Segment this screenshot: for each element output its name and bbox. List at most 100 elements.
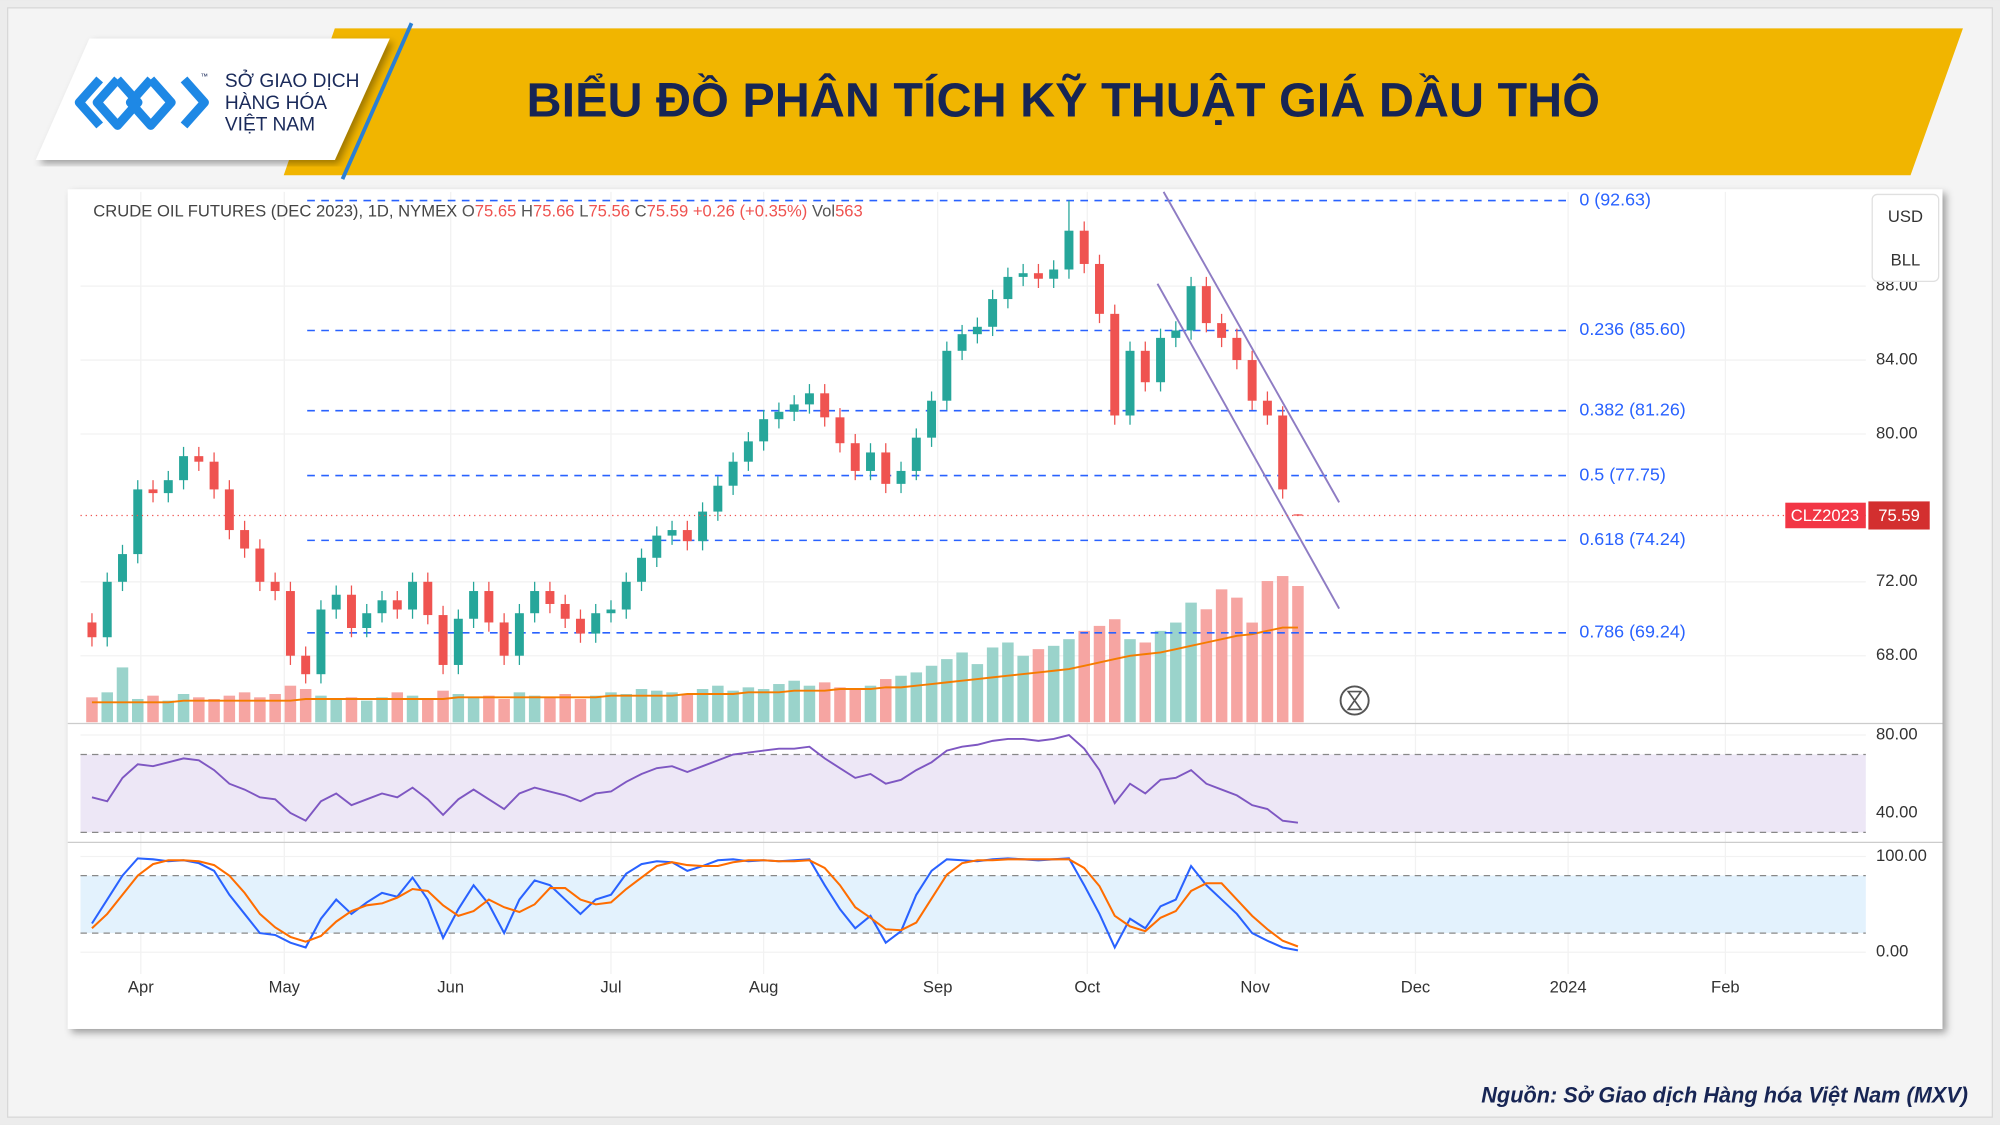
candle-body bbox=[896, 470, 906, 484]
candle-body bbox=[850, 443, 860, 471]
last-label-box bbox=[1785, 502, 1866, 529]
legend: CRUDE OIL FUTURES (DEC 2023), 1D, NYMEX … bbox=[93, 202, 863, 221]
candle-body bbox=[637, 557, 646, 582]
candle-body bbox=[606, 609, 616, 614]
candle-body bbox=[1247, 360, 1257, 401]
candle-body bbox=[499, 622, 509, 656]
volume-bar bbox=[299, 689, 312, 723]
volume-bar bbox=[681, 694, 694, 723]
volume-bar bbox=[727, 690, 739, 723]
candle-body bbox=[820, 393, 830, 418]
candle-body bbox=[682, 530, 692, 542]
title: BIỂU ĐỒ PHÂN TÍCH KỸ THUẬT GIÁ DẦU THÔ bbox=[527, 73, 1600, 128]
volume-bar bbox=[269, 694, 281, 723]
volume-bar bbox=[1002, 642, 1014, 723]
volume-bar bbox=[544, 697, 556, 723]
candle-body bbox=[1018, 273, 1028, 277]
volume-bar bbox=[1231, 597, 1243, 723]
candle-body bbox=[804, 393, 814, 405]
x-tick-label: Sep bbox=[923, 977, 953, 996]
volume-bar bbox=[1017, 655, 1029, 723]
candle-body bbox=[1125, 350, 1135, 416]
volume-bar bbox=[284, 685, 297, 723]
candle-body bbox=[866, 452, 875, 471]
candle-body bbox=[530, 591, 540, 614]
unit: BLL bbox=[1891, 250, 1921, 269]
volume-bar bbox=[422, 698, 434, 723]
candle-body bbox=[1003, 276, 1013, 300]
volume-bar bbox=[712, 685, 724, 723]
candle-body bbox=[179, 456, 189, 481]
y-tick-label: 40.00 bbox=[1876, 802, 1918, 821]
candle-body bbox=[392, 600, 402, 610]
candle-body bbox=[1186, 286, 1196, 331]
volume-bar bbox=[651, 690, 663, 723]
change: +0.26 (+0.35%) bbox=[693, 202, 808, 221]
vol-value: 563 bbox=[835, 202, 863, 221]
y-tick-label: 0.00 bbox=[1876, 942, 1908, 961]
source: Nguồn: Sở Giao dịch Hàng hóa Việt Nam (M… bbox=[1481, 1082, 1968, 1107]
volume-bar bbox=[376, 697, 388, 723]
volume-bar bbox=[360, 700, 373, 723]
channel-line bbox=[1156, 283, 1340, 610]
candle-body bbox=[1156, 337, 1166, 383]
y-tick-label: 68.00 bbox=[1876, 645, 1918, 664]
volume-bar bbox=[941, 659, 953, 723]
candle-body bbox=[408, 581, 418, 610]
volume-bar bbox=[986, 647, 999, 723]
volume-bar bbox=[177, 694, 190, 723]
y-tick-label: 80.00 bbox=[1876, 724, 1918, 743]
volume-bar bbox=[1261, 581, 1274, 723]
indicator-line bbox=[91, 857, 1299, 952]
candle-body bbox=[301, 655, 311, 675]
candle-body bbox=[377, 600, 387, 614]
candle-body bbox=[224, 489, 234, 531]
volume-bar bbox=[1276, 576, 1289, 723]
volume-bar bbox=[834, 687, 846, 723]
volume-bar bbox=[589, 695, 602, 723]
volume-bar bbox=[238, 692, 251, 723]
x-tick-label: Aug bbox=[749, 977, 779, 996]
candle-body bbox=[621, 581, 631, 610]
volume-bar bbox=[559, 694, 571, 723]
candle-body bbox=[163, 480, 173, 494]
fib-label: 0.618 (74.24) bbox=[1579, 529, 1685, 549]
volume-bar bbox=[193, 697, 205, 723]
x-tick-label: Feb bbox=[1711, 977, 1740, 996]
candle-body bbox=[1201, 286, 1211, 324]
logo-icon bbox=[74, 76, 209, 130]
ohlc-value: 75.56 bbox=[588, 202, 630, 221]
x-tick-label: Jun bbox=[437, 977, 464, 996]
candle-body bbox=[453, 618, 463, 665]
banner bbox=[283, 28, 1963, 176]
candle-body bbox=[713, 485, 723, 512]
volume-bar bbox=[880, 679, 892, 723]
volume-bar bbox=[1185, 602, 1197, 723]
candle-body bbox=[362, 613, 372, 629]
y-tick-label: 72.00 bbox=[1876, 571, 1918, 590]
volume-bar bbox=[254, 697, 266, 723]
fib-label: 0 (92.63) bbox=[1579, 189, 1651, 209]
candle-body bbox=[1217, 323, 1227, 338]
volume-bar bbox=[1093, 625, 1106, 723]
volume-bar bbox=[1063, 639, 1075, 723]
ohlc-key: C bbox=[635, 202, 647, 221]
fib-label: 0.5 (77.75) bbox=[1579, 464, 1665, 484]
candle-body bbox=[484, 591, 494, 623]
candle-body bbox=[911, 437, 921, 471]
volume-bar bbox=[513, 692, 526, 723]
candle-body bbox=[1049, 269, 1059, 279]
candle-body bbox=[988, 299, 998, 327]
volume-bar bbox=[971, 664, 984, 723]
ohlc-value: 75.65 bbox=[475, 202, 517, 221]
candle-body bbox=[87, 622, 97, 638]
candle-body bbox=[285, 591, 295, 656]
band-fill bbox=[80, 875, 1866, 934]
volume-bar bbox=[147, 695, 159, 723]
volume-bar bbox=[406, 695, 419, 723]
volume-bar bbox=[1078, 630, 1090, 723]
volume-bar bbox=[605, 692, 617, 723]
fib-label: 0.236 (85.60) bbox=[1579, 319, 1685, 339]
volume-bar bbox=[1032, 649, 1045, 723]
